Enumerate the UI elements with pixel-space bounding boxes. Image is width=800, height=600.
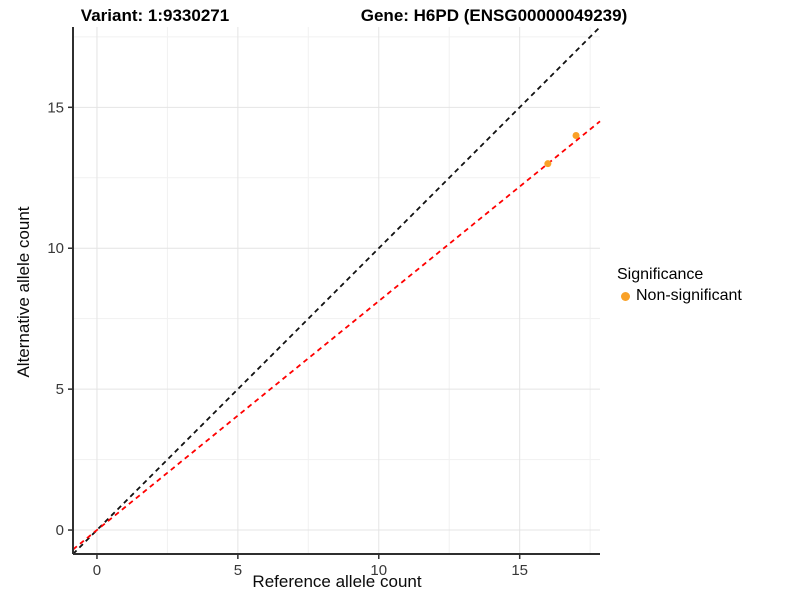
x-tick-label: 5 bbox=[234, 562, 242, 579]
data-point bbox=[572, 132, 580, 139]
plot-title-gene: Gene: H6PD (ENSG00000049239) bbox=[360, 6, 628, 25]
y-tick-label: 0 bbox=[56, 522, 64, 539]
y-tick-label: 10 bbox=[47, 240, 64, 257]
x-tick-label: 10 bbox=[370, 562, 387, 579]
fit-line bbox=[72, 120, 601, 551]
y-tick-label: 15 bbox=[47, 99, 64, 116]
legend-title: Significance bbox=[617, 266, 704, 283]
legend: Significance Non-significant bbox=[617, 266, 742, 305]
x-tick-label: 15 bbox=[511, 562, 528, 579]
legend-item-label: Non-significant bbox=[636, 287, 742, 304]
y-tick-label: 5 bbox=[56, 381, 64, 398]
identity-line bbox=[72, 26, 601, 555]
legend-item-non-significant: Non-significant bbox=[617, 287, 742, 305]
y-axis-title: Alternative allele count bbox=[14, 206, 33, 378]
legend-point-icon bbox=[621, 291, 630, 301]
x-axis-title: Reference allele count bbox=[252, 572, 422, 591]
data-point bbox=[544, 160, 552, 168]
plot-title-variant: Variant: 1:9330271 bbox=[80, 6, 230, 25]
x-tick-label: 0 bbox=[93, 562, 101, 579]
